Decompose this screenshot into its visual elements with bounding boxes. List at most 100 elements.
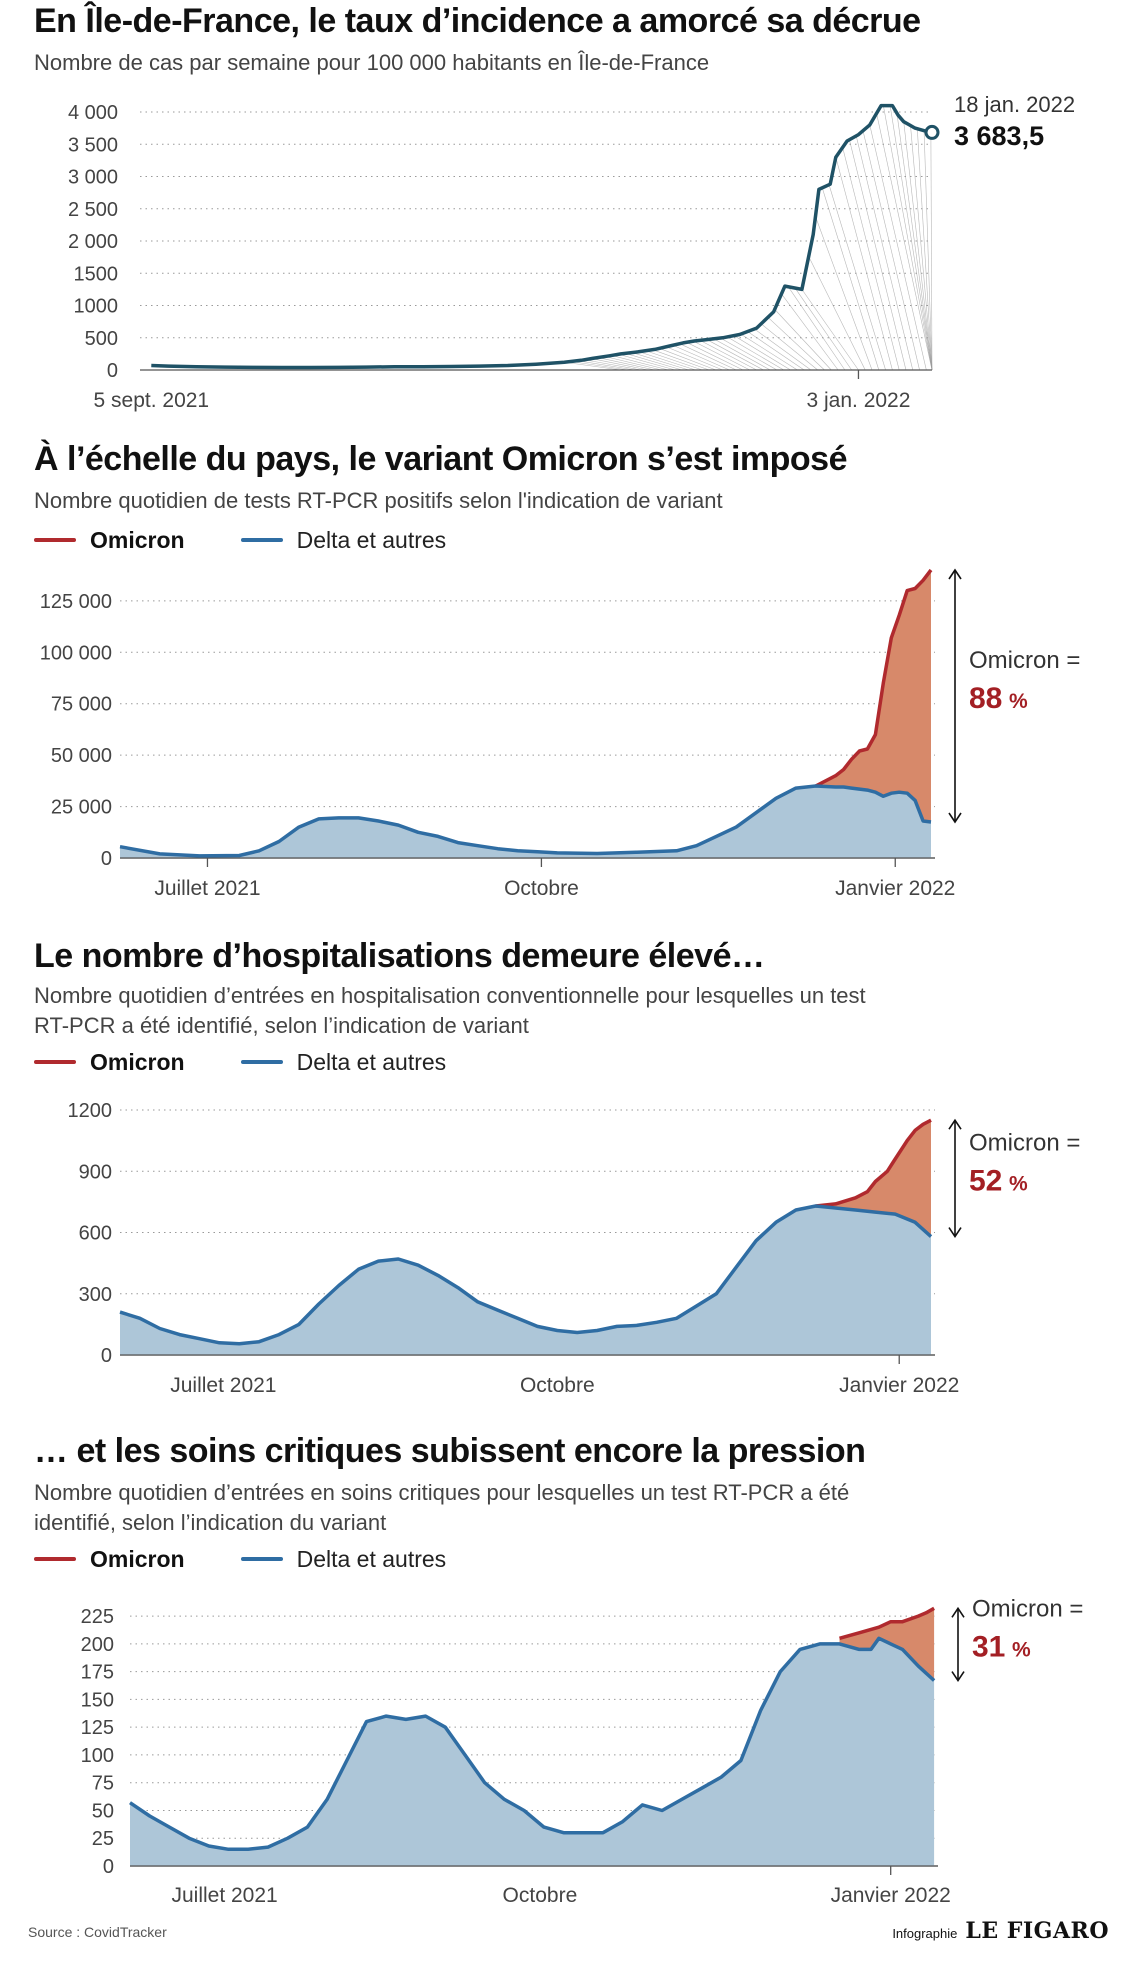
chart1-y-tick-label: 500	[85, 328, 118, 350]
chart1-y-tick-label: 3 000	[68, 167, 118, 189]
chart3-subtitle: Nombre quotidien d’entrées en hospitalis…	[34, 983, 866, 1038]
chart1-hatch-line	[672, 344, 730, 371]
omicron-legend-swatch	[34, 538, 76, 542]
chart4-annotation-label: Omicron =	[972, 1595, 1083, 1622]
chart4-title: … et les soins critiques subissent encor…	[34, 1432, 866, 1470]
chart1-hatch-line	[862, 130, 920, 371]
chart2-plot: 0 25 000 50 000 75 000 100 000 125 000 Juillet…	[40, 568, 1080, 900]
brand-logo: LE FIGARO	[965, 1918, 1109, 1944]
chart1-y-tick-label: 3 500	[68, 134, 118, 156]
chart1-hatch-line	[876, 113, 933, 371]
chart3-y-tick-label: 1200	[68, 1100, 113, 1122]
chart1-hatch-line	[679, 343, 737, 371]
chart2-annotation-label: Omicron =	[969, 647, 1080, 674]
chart1-title: En Île-de-France, le taux d’incidence a …	[34, 2, 921, 40]
chart1-subtitle: Nombre de cas par semaine pour 100 000 h…	[34, 50, 710, 75]
chart1-highlight-value: 3 683,5	[954, 121, 1044, 151]
chart3-delta-area	[120, 1206, 931, 1355]
chart3-omicron-line	[815, 1118, 932, 1208]
chart4-y-tick-label: 175	[81, 1662, 114, 1684]
chart2-y-tick-label: 50 000	[51, 745, 112, 767]
chart1-hatch-line	[632, 352, 689, 371]
chart1-hatch-line	[855, 135, 914, 371]
chart1-hatch-line	[564, 361, 621, 371]
chart1-hatch-line	[666, 346, 723, 371]
chart3-annotation-value: 52	[969, 1164, 1002, 1197]
chart3-annotation-unit: %	[1009, 1172, 1028, 1195]
chart1-hatch-line	[916, 128, 933, 371]
delta-legend-swatch	[240, 1557, 283, 1561]
source-credit: Source : CovidTracker	[28, 1924, 167, 1940]
chart1-hatch-line	[571, 361, 628, 371]
omicron-legend-label: Omicron	[90, 1048, 185, 1075]
chart3-bracket-arrow-top	[948, 1118, 962, 1130]
chart1-x-tick-label: 3 jan. 2022	[806, 389, 910, 412]
chart1-last-point-marker	[924, 124, 940, 140]
chart2-y-tick-label: 0	[101, 848, 112, 870]
chart1-hatch-line	[781, 293, 839, 371]
chart4-y-tick-label: 150	[81, 1689, 114, 1711]
chart2-subtitle: Nombre quotidien de tests RT-PCR positif…	[34, 488, 723, 513]
chart1-hatch-line	[645, 350, 703, 371]
chart1-hatch-line	[808, 256, 866, 371]
chart4-omicron-area	[839, 1608, 935, 1681]
chart2-bracket-arrow-bottom	[948, 812, 962, 824]
chart1-hatch-line	[774, 309, 832, 371]
chart3-delta-line	[119, 1204, 933, 1346]
chart3-x-tick-label: Octobre	[520, 1374, 595, 1397]
chart4-x-tick-label: Octobre	[503, 1884, 578, 1907]
chart1-hatch-line	[598, 357, 655, 371]
chart1-x-tick-label: 5 sept. 2021	[94, 389, 210, 412]
chart1-hatch-line	[923, 130, 933, 371]
chart2-y-tick-label: 125 000	[40, 591, 112, 613]
chart1-y-tick-label: 2 500	[68, 199, 118, 221]
chart1-hatch-line	[930, 132, 933, 371]
omicron-legend-label: Omicron	[90, 526, 185, 553]
chart1-hatch-line	[706, 339, 764, 371]
chart1-hatch-line	[896, 113, 933, 371]
chart1-hatch-line	[625, 353, 683, 371]
chart1-hatch-line	[713, 338, 771, 371]
chart3-y-tick-label: 300	[79, 1284, 112, 1306]
chart4-bracket-arrow-bottom	[951, 1671, 965, 1682]
chart1-hatch-line	[611, 355, 669, 371]
chart4-annotation-unit: %	[1012, 1638, 1031, 1661]
chart1-y-tick-label: 1500	[74, 263, 119, 285]
chart1-y-tick-label: 0	[107, 360, 118, 382]
chart1-hatch-line	[889, 105, 933, 371]
chart4-x-tick-label: Janvier 2022	[831, 1884, 951, 1907]
chart1-hatch-line	[733, 335, 791, 371]
chart1-hatch-line	[693, 340, 750, 371]
chart4-plot: 0 25 50 75 100 125 150 175 200 225 Juillet 2021 Oct…	[81, 1595, 1084, 1907]
chart1-y-tick-label: 2 000	[68, 231, 118, 253]
chart1-hatch-line	[604, 356, 662, 371]
chart4-subtitle: Nombre quotidien d’entrées en soins crit…	[34, 1480, 850, 1535]
chart4-delta-line	[129, 1636, 936, 1852]
chart1-hatch-line	[638, 351, 696, 371]
chart4-omicron-line	[839, 1606, 935, 1640]
chart4-x-tick-label: Juillet 2021	[171, 1884, 277, 1907]
chart2-y-tick-label: 100 000	[40, 642, 112, 664]
chart1-y-tick-label: 4 000	[68, 102, 118, 124]
chart3-x-tick-label: Janvier 2022	[839, 1374, 959, 1397]
chart1-hatch-line	[794, 287, 852, 371]
chart1-hatch-line	[828, 184, 886, 371]
chart2-delta-line	[119, 784, 932, 858]
chart1-plot: 0 500 1000 1500 2 000 2 500 3 000 3 500 4 000 5 s…	[68, 92, 1075, 412]
chart2-legend: Omicron Delta et autres	[34, 525, 502, 555]
chart4-y-tick-label: 125	[81, 1717, 114, 1739]
chart4-delta-area	[130, 1638, 935, 1866]
chart4-y-tick-label: 100	[81, 1745, 114, 1767]
delta-legend-label: Delta et autres	[296, 526, 447, 553]
chart2-y-tick-label: 25 000	[51, 797, 112, 819]
chart2-omicron-line	[814, 568, 933, 788]
omicron-legend-swatch	[34, 1060, 76, 1064]
chart1-hatch-line	[842, 147, 900, 371]
delta-legend-label: Delta et autres	[296, 1048, 447, 1075]
chart4-y-tick-label: 50	[92, 1800, 114, 1822]
chart1-hatch-line	[760, 323, 818, 371]
chart1-highlight-date: 18 jan. 2022	[954, 92, 1075, 117]
chart1-hatch-line	[754, 328, 812, 371]
chart1-hatch-line	[767, 317, 825, 371]
chart2-delta-area	[120, 786, 931, 858]
